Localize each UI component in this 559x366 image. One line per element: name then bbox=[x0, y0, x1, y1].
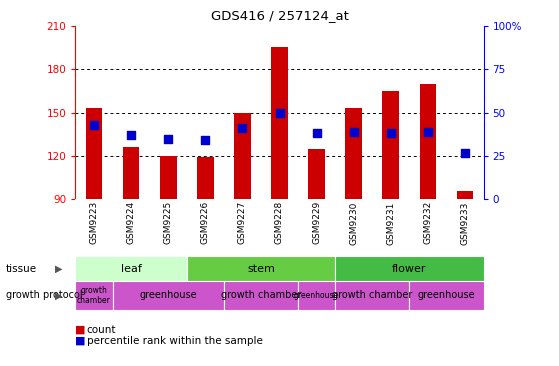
Text: GSM9223: GSM9223 bbox=[89, 201, 98, 244]
Point bbox=[312, 131, 321, 137]
Text: ■: ■ bbox=[75, 325, 86, 335]
Text: greenhouse: greenhouse bbox=[139, 290, 197, 300]
Text: count: count bbox=[87, 325, 116, 335]
Point bbox=[386, 131, 395, 137]
Bar bbox=[335, 256, 484, 281]
Text: GSM9230: GSM9230 bbox=[349, 201, 358, 244]
Text: GSM9226: GSM9226 bbox=[201, 201, 210, 244]
Point bbox=[423, 129, 432, 135]
Text: growth
chamber: growth chamber bbox=[77, 286, 111, 305]
Text: greenhouse: greenhouse bbox=[418, 290, 475, 300]
Point bbox=[127, 132, 136, 138]
Text: stem: stem bbox=[247, 264, 275, 274]
Point bbox=[89, 122, 98, 128]
Bar bbox=[271, 47, 288, 199]
Text: GDS416 / 257124_at: GDS416 / 257124_at bbox=[211, 9, 348, 22]
Text: leaf: leaf bbox=[121, 264, 141, 274]
Point bbox=[238, 125, 247, 131]
Text: ■: ■ bbox=[75, 336, 86, 346]
Bar bbox=[457, 191, 473, 199]
Text: GSM9228: GSM9228 bbox=[275, 201, 284, 244]
Text: growth protocol: growth protocol bbox=[6, 290, 82, 300]
Text: GSM9231: GSM9231 bbox=[386, 201, 395, 244]
Bar bbox=[75, 256, 187, 281]
Text: ▶: ▶ bbox=[55, 264, 63, 274]
Point bbox=[275, 110, 284, 116]
Text: GSM9224: GSM9224 bbox=[126, 201, 136, 244]
Bar bbox=[382, 91, 399, 199]
Bar bbox=[234, 113, 251, 199]
Bar bbox=[112, 281, 224, 310]
Text: GSM9227: GSM9227 bbox=[238, 201, 247, 244]
Text: ▶: ▶ bbox=[55, 290, 63, 300]
Bar bbox=[86, 108, 102, 199]
Text: GSM9232: GSM9232 bbox=[423, 201, 433, 244]
Bar bbox=[335, 281, 409, 310]
Bar bbox=[197, 157, 214, 199]
Text: growth chamber: growth chamber bbox=[332, 290, 413, 300]
Text: flower: flower bbox=[392, 264, 427, 274]
Bar bbox=[420, 83, 436, 199]
Bar bbox=[160, 156, 177, 199]
Bar bbox=[409, 281, 484, 310]
Bar bbox=[224, 281, 298, 310]
Point bbox=[201, 137, 210, 143]
Text: tissue: tissue bbox=[6, 264, 37, 274]
Text: greenhouse: greenhouse bbox=[294, 291, 339, 300]
Text: percentile rank within the sample: percentile rank within the sample bbox=[87, 336, 263, 346]
Text: GSM9229: GSM9229 bbox=[312, 201, 321, 244]
Text: growth chamber: growth chamber bbox=[221, 290, 301, 300]
Text: GSM9233: GSM9233 bbox=[461, 201, 470, 244]
Bar bbox=[308, 149, 325, 199]
Bar bbox=[75, 281, 112, 310]
Point bbox=[461, 150, 470, 156]
Bar bbox=[345, 108, 362, 199]
Bar bbox=[123, 147, 139, 199]
Text: GSM9225: GSM9225 bbox=[164, 201, 173, 244]
Bar bbox=[298, 281, 335, 310]
Point bbox=[164, 136, 173, 142]
Bar bbox=[187, 256, 335, 281]
Point bbox=[349, 129, 358, 135]
